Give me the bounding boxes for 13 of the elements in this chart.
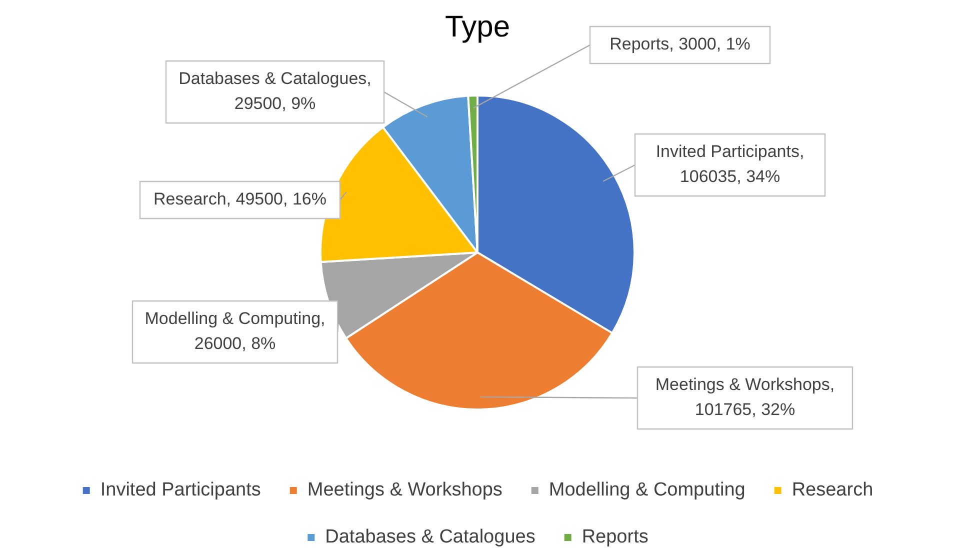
data-label: Research, 49500, 16% [154,190,326,209]
data-label: Meetings & Workshops, 101765, 32% [655,375,835,420]
chart-title: Type [444,10,510,44]
data-label: Modelling & Computing, 26000, 8% [144,309,326,354]
legend-label: Reports [582,526,648,548]
data-label: Databases & Catalogues, 29500, 9% [178,69,372,114]
legend-label: Modelling & Computing [548,480,746,501]
legend-label: Invited Participants [100,480,261,501]
legend-label: Databases & Catalogues [325,526,536,548]
data-label: Reports, 3000, 1% [610,34,750,54]
legend-label: Research [792,480,874,501]
data-label: Invited Participants, 106035, 34% [656,142,804,186]
legend-label: Meetings & Workshops [307,480,502,501]
